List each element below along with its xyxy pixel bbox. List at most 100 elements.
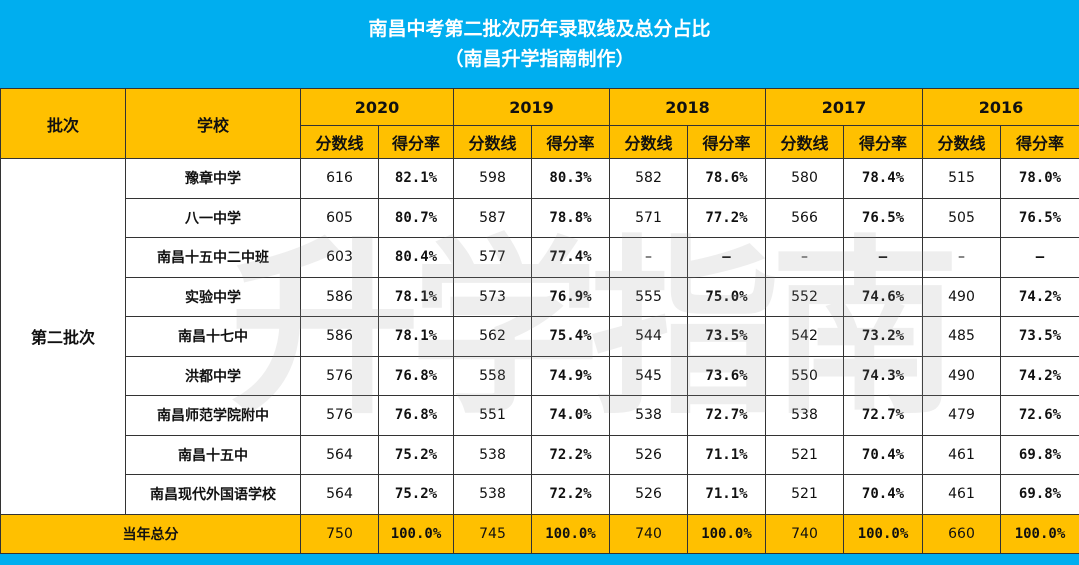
rate-cell: 74.9%	[531, 355, 610, 396]
rate-cell: 76.9%	[531, 276, 610, 317]
score-cell: 580	[765, 158, 844, 199]
total-score: 740	[765, 513, 844, 554]
table-row: 南昌现代外国语学校 564 75.2% 538 72.2% 526 71.1% 521 70.4…	[1, 474, 1079, 515]
rate-cell: 73.5%	[1000, 316, 1079, 357]
score-cell: 577	[453, 237, 532, 278]
school-name: 实验中学	[125, 276, 301, 317]
header-year: 2020	[300, 88, 454, 126]
score-cell: 564	[300, 474, 379, 515]
score-cell: 564	[300, 434, 379, 475]
score-cell: 576	[300, 395, 379, 436]
score-cell: 461	[922, 434, 1001, 475]
rate-cell: 71.1%	[687, 434, 766, 475]
total-rate: 100.0%	[687, 513, 766, 554]
score-cell: 573	[453, 276, 532, 317]
rate-cell: 74.6%	[843, 276, 923, 317]
header-rate: 得分率	[843, 125, 923, 159]
rate-cell: –	[687, 237, 766, 278]
score-cell: 571	[609, 197, 688, 238]
school-name: 南昌现代外国语学校	[125, 474, 301, 515]
rate-cell: 69.8%	[1000, 474, 1079, 515]
header-rate: 得分率	[687, 125, 766, 159]
score-cell: 515	[922, 158, 1001, 199]
rate-cell: 74.2%	[1000, 355, 1079, 396]
score-cell: 479	[922, 395, 1001, 436]
score-cell: 552	[765, 276, 844, 317]
score-cell: 545	[609, 355, 688, 396]
rate-cell: 76.5%	[1000, 197, 1079, 238]
score-cell: 542	[765, 316, 844, 357]
total-score: 745	[453, 513, 532, 554]
header-batch: 批次	[0, 88, 126, 159]
score-cell: 526	[609, 474, 688, 515]
rate-cell: 69.8%	[1000, 434, 1079, 475]
header-school: 学校	[125, 88, 301, 159]
score-cell: 544	[609, 316, 688, 357]
total-score: 660	[922, 513, 1001, 554]
header-year: 2019	[453, 88, 610, 126]
rate-cell: 76.8%	[378, 355, 454, 396]
score-cell: 538	[765, 395, 844, 436]
rate-cell: –	[1000, 237, 1079, 278]
score-cell: 485	[922, 316, 1001, 357]
rate-cell: 76.8%	[378, 395, 454, 436]
rate-cell: 72.2%	[531, 434, 610, 475]
rate-cell: 75.4%	[531, 316, 610, 357]
table-row: 南昌师范学院附中 576 76.8% 551 74.0% 538 72.7% 538 72.7%…	[1, 395, 1079, 436]
total-rate: 100.0%	[843, 513, 923, 554]
rate-cell: 73.2%	[843, 316, 923, 357]
rate-cell: 82.1%	[378, 158, 454, 199]
rate-cell: 78.6%	[687, 158, 766, 199]
header-score: 分数线	[300, 125, 379, 159]
title-main: 南昌中考第二批次历年录取线及总分占比	[368, 18, 711, 40]
school-name: 南昌十七中	[125, 316, 301, 357]
school-name: 洪都中学	[125, 355, 301, 396]
rate-cell: 72.2%	[531, 474, 610, 515]
score-cell: 582	[609, 158, 688, 199]
rate-cell: 78.0%	[1000, 158, 1079, 199]
rate-cell: 77.4%	[531, 237, 610, 278]
score-cell: 598	[453, 158, 532, 199]
admission-table: 批次 学校 2020 2019 2018 2017 2016 分数线 得分率 分数线 得分率分…	[0, 88, 1079, 554]
rate-cell: –	[843, 237, 923, 278]
header-score: 分数线	[765, 125, 844, 159]
header-score: 分数线	[453, 125, 532, 159]
rate-cell: 76.5%	[843, 197, 923, 238]
score-cell: 550	[765, 355, 844, 396]
total-rate: 100.0%	[531, 513, 610, 554]
header-year: 2018	[609, 88, 766, 126]
batch-cell: 第二批次	[0, 158, 126, 515]
score-cell: 586	[300, 276, 379, 317]
score-cell: 505	[922, 197, 1001, 238]
rate-cell: 80.3%	[531, 158, 610, 199]
rate-cell: 78.8%	[531, 197, 610, 238]
score-cell: 616	[300, 158, 379, 199]
rate-cell: 74.3%	[843, 355, 923, 396]
rate-cell: 70.4%	[843, 434, 923, 475]
rate-cell: 75.0%	[687, 276, 766, 317]
rate-cell: 72.6%	[1000, 395, 1079, 436]
rate-cell: 78.1%	[378, 276, 454, 317]
total-label: 当年总分	[0, 513, 301, 554]
total-row: 当年总分 750 100.0% 745 100.0% 740 100.0% 740 100.0%…	[0, 513, 1079, 554]
total-score: 750	[300, 513, 379, 554]
score-cell: 555	[609, 276, 688, 317]
score-cell: 521	[765, 434, 844, 475]
header-score: 分数线	[922, 125, 1001, 159]
score-cell: 605	[300, 197, 379, 238]
score-cell: –	[609, 237, 688, 278]
score-cell: 538	[453, 434, 532, 475]
school-name: 南昌十五中二中班	[125, 237, 301, 278]
rate-cell: 73.6%	[687, 355, 766, 396]
total-score: 740	[609, 513, 688, 554]
score-cell: 586	[300, 316, 379, 357]
table-row: 南昌十五中二中班 603 80.4% 577 77.4% – – – – – –	[1, 237, 1079, 278]
rate-cell: 71.1%	[687, 474, 766, 515]
header-rate: 得分率	[1000, 125, 1079, 159]
rate-cell: 75.2%	[378, 434, 454, 475]
score-cell: 603	[300, 237, 379, 278]
table-row: 洪都中学 576 76.8% 558 74.9% 545 73.6% 550 74.3% 490 7…	[1, 355, 1079, 396]
rate-cell: 75.2%	[378, 474, 454, 515]
header-rate: 得分率	[378, 125, 454, 159]
table-row: 第二批次 豫章中学 616 82.1% 598 80.3% 582 78.6% 580 78.4%…	[0, 158, 1079, 515]
